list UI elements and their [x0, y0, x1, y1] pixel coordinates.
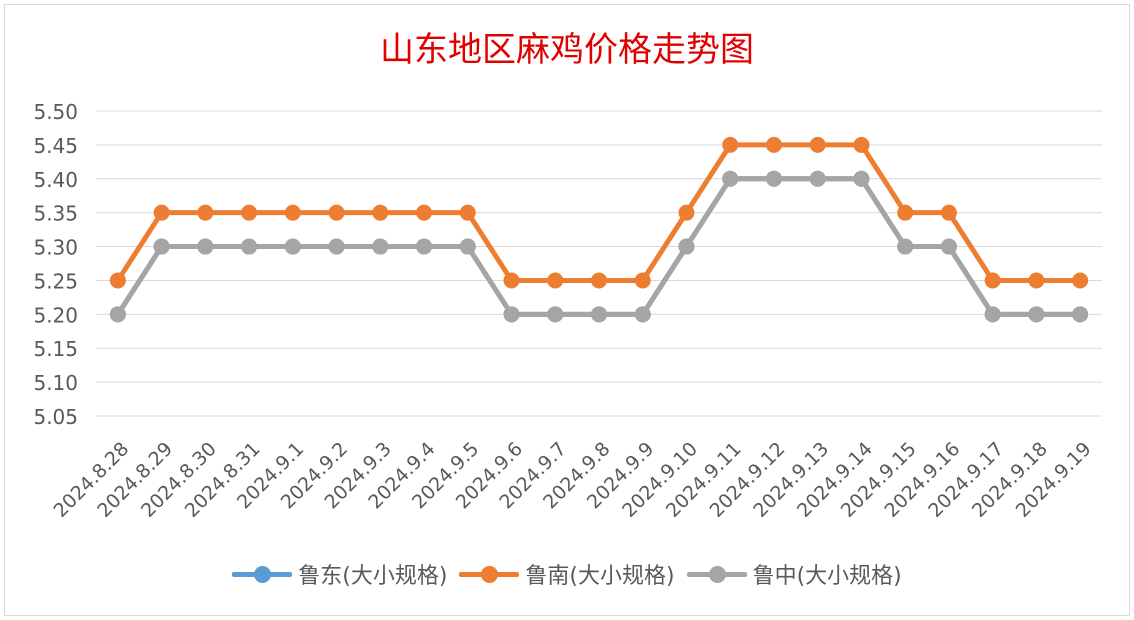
chart-title: 山东地区麻鸡价格走势图: [380, 30, 754, 70]
data-point: [722, 136, 739, 153]
data-point: [459, 204, 476, 221]
y-tick-label: 5.05: [33, 405, 78, 429]
data-point: [416, 204, 433, 221]
series-2: [109, 170, 1089, 323]
data-point: [591, 306, 607, 323]
y-tick-label: 5.35: [33, 202, 78, 226]
data-point: [853, 170, 870, 187]
data-point: [634, 306, 651, 323]
data-point: [940, 238, 957, 255]
legend-swatch-luzhong: [686, 565, 747, 583]
data-point: [241, 238, 258, 255]
data-point: [197, 204, 214, 221]
data-point: [591, 272, 607, 289]
data-point: [765, 170, 782, 187]
data-point: [853, 136, 870, 153]
y-tick-label: 5.10: [33, 371, 78, 395]
chart-frame: [4, 4, 1130, 616]
data-point: [809, 136, 826, 153]
y-tick-label: 5.20: [33, 303, 78, 327]
legend-item-ludong: 鲁东(大小规格): [232, 558, 447, 590]
data-point: [1028, 306, 1045, 323]
data-point: [197, 238, 214, 255]
data-point: [634, 272, 651, 289]
data-point: [328, 238, 345, 255]
data-point: [153, 204, 170, 221]
legend-label-lunan: 鲁南(大小规格): [525, 564, 675, 589]
legend: 鲁东(大小规格) 鲁南(大小规格) 鲁中(大小规格): [0, 558, 1134, 590]
y-tick-label: 5.15: [33, 337, 78, 361]
data-point: [1028, 272, 1045, 289]
data-point: [372, 238, 389, 255]
data-point: [897, 238, 914, 255]
data-point: [1072, 272, 1089, 289]
y-tick-label: 5.25: [33, 269, 78, 293]
series-1: [109, 136, 1089, 289]
y-tick-label: 5.40: [33, 168, 78, 192]
data-point: [722, 170, 739, 187]
data-point: [809, 170, 826, 187]
data-point: [547, 306, 564, 323]
data-point: [678, 238, 695, 255]
data-point: [328, 204, 345, 221]
data-point: [678, 204, 695, 221]
data-point: [416, 238, 433, 255]
legend-label-ludong: 鲁东(大小规格): [298, 564, 448, 589]
data-point: [153, 238, 170, 255]
legend-item-luzhong: 鲁中(大小规格): [686, 558, 902, 590]
data-point: [547, 272, 564, 289]
y-tick-label: 5.45: [33, 134, 78, 158]
data-point: [940, 204, 957, 221]
data-point: [503, 306, 520, 323]
data-point: [241, 204, 258, 221]
data-point: [109, 272, 126, 289]
data-point: [765, 136, 782, 153]
data-point: [984, 306, 1001, 323]
data-point: [459, 238, 476, 255]
data-point: [1072, 306, 1089, 323]
y-tick-label: 5.50: [33, 100, 78, 124]
legend-swatch-ludong: [232, 565, 293, 583]
data-point: [503, 272, 520, 289]
data-point: [284, 204, 301, 221]
legend-item-lunan: 鲁南(大小规格): [459, 558, 675, 590]
data-point: [284, 238, 301, 255]
data-point: [897, 204, 914, 221]
data-point: [109, 306, 126, 323]
data-point: [372, 204, 389, 221]
data-point: [984, 272, 1001, 289]
legend-swatch-lunan: [459, 565, 520, 583]
y-tick-label: 5.30: [33, 236, 78, 260]
legend-label-luzhong: 鲁中(大小规格): [752, 564, 902, 589]
